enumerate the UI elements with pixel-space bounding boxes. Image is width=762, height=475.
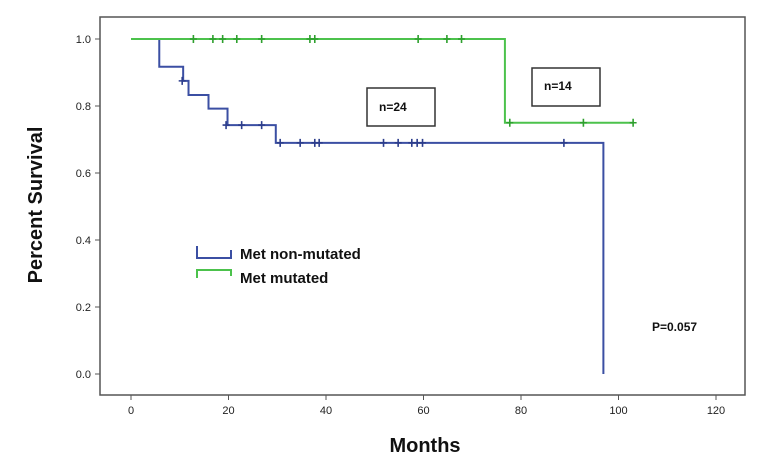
- y-tick-label: 0.6: [76, 168, 91, 180]
- legend-label-non-mutated: Met non-mutated: [240, 246, 361, 263]
- legend: Met non-mutated Met mutated: [196, 246, 361, 287]
- censor-mark: [443, 35, 451, 43]
- x-tick-label: 120: [707, 405, 725, 417]
- censor-mark: [233, 35, 241, 43]
- censor-mark: [315, 138, 323, 147]
- x-tick-label: 0: [128, 405, 134, 417]
- censor-mark: [419, 138, 427, 147]
- x-tick-label: 80: [515, 405, 527, 417]
- censor-mark: [311, 35, 319, 43]
- y-tick-label: 1.0: [76, 34, 91, 46]
- survival-curve-non-mutated: [131, 38, 605, 374]
- plot-frame: [99, 16, 746, 396]
- p-value: P=0.057: [652, 320, 697, 334]
- censor-mark: [219, 35, 227, 43]
- legend-label-mutated: Met mutated: [240, 270, 328, 287]
- n-label-non-mutated: n=24: [379, 100, 407, 114]
- censor-mark: [458, 35, 466, 43]
- n-label-mutated: n=14: [544, 79, 572, 93]
- y-axis-label: Percent Survival: [25, 127, 47, 284]
- legend-symbol-non-mutated: [196, 246, 232, 259]
- censor-mark: [629, 118, 637, 127]
- y-tick-label: 0.0: [76, 369, 91, 381]
- censor-mark: [394, 138, 402, 147]
- n-box-mutated: [531, 67, 601, 107]
- x-tick-label: 100: [609, 405, 627, 417]
- censor-mark: [506, 118, 514, 127]
- censor-mark: [258, 121, 266, 130]
- y-tick-label: 0.4: [76, 235, 91, 247]
- censor-mark: [222, 121, 230, 130]
- x-tick-label: 20: [222, 405, 234, 417]
- x-tick-label: 60: [417, 405, 429, 417]
- y-tick-label: 0.8: [76, 101, 91, 113]
- censor-mark: [560, 138, 568, 147]
- censor-mark: [238, 121, 246, 130]
- n-box-non-mutated: [366, 87, 436, 127]
- censor-mark: [414, 35, 422, 43]
- censor-mark: [579, 118, 587, 127]
- x-tick-label: 40: [320, 405, 332, 417]
- y-tick-label: 0.2: [76, 302, 91, 314]
- censor-mark: [178, 76, 186, 85]
- censor-mark: [276, 138, 284, 147]
- legend-symbol-mutated: [196, 269, 232, 278]
- censor-mark: [380, 138, 388, 147]
- x-axis-label: Months: [389, 435, 460, 457]
- censor-mark: [189, 35, 197, 43]
- censor-mark: [209, 35, 217, 43]
- censor-mark: [258, 35, 266, 43]
- censor-mark: [296, 138, 304, 147]
